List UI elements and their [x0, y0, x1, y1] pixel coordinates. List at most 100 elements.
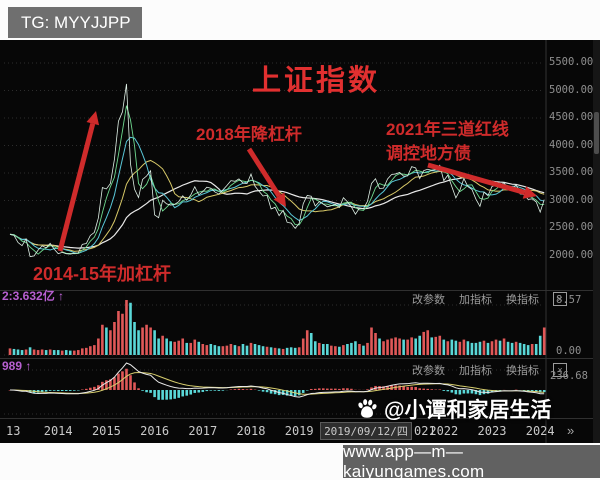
volume-bar [12, 348, 16, 355]
volume-bar [506, 341, 510, 355]
indicator-bar [430, 389, 434, 390]
indicator-bar [534, 390, 538, 392]
volume-bar [28, 347, 32, 355]
volume-bar [253, 344, 257, 355]
indicator-bar [201, 390, 205, 392]
indicator-bar [245, 389, 249, 390]
volume-toolbar: 改参数 加指标 换指标 × [412, 291, 567, 307]
volume-bar [289, 347, 293, 355]
volume-bar [330, 345, 333, 355]
indicator-bar [237, 388, 241, 390]
indicator-bar [526, 390, 530, 392]
switch-indicator-button[interactable]: 换指标 [506, 294, 539, 306]
indicator-bar [386, 385, 389, 390]
volume-bar [133, 322, 136, 355]
scrollbar[interactable] [593, 40, 600, 443]
x-axis-label: 2018 [236, 424, 266, 438]
close-icon[interactable]: × [553, 363, 567, 377]
chart-canvas[interactable] [0, 40, 600, 443]
indicator-bar [317, 388, 321, 390]
volume-axis-max: 8.57 [556, 294, 582, 306]
volume-bar [442, 339, 446, 355]
y-axis-label: 2500.00 [549, 221, 594, 233]
annotation-2021-line2: 调控地方债 [386, 144, 471, 163]
volume-bar [526, 345, 530, 355]
volume-bar [125, 300, 128, 355]
indicator-bar [56, 390, 60, 392]
volume-bar [169, 341, 172, 355]
x-axis-label: 13 [6, 424, 21, 438]
scroll-more-button[interactable]: » [567, 423, 575, 438]
indicator-bar [197, 390, 201, 393]
y-axis-label: 5500.00 [549, 56, 594, 68]
scrollbar-thumb[interactable] [594, 112, 599, 154]
annotation-2021-line1: 2021年三道红线 [386, 120, 509, 139]
indicator-bar [233, 389, 237, 390]
switch-indicator-button[interactable]: 换指标 [506, 365, 539, 377]
chart-region: 上证指数 2014-15年加杠杆 2018年降杠杆 2021年三道红线 调控地方… [0, 40, 600, 443]
volume-bar [40, 349, 44, 355]
indicator-bar [145, 390, 148, 393]
y-axis-label: 4500.00 [549, 111, 594, 123]
change-params-button[interactable]: 改参数 [412, 365, 445, 377]
indicator-bar [402, 386, 405, 390]
volume-bar [398, 338, 401, 355]
volume-bar [366, 342, 369, 355]
indicator-bar [414, 387, 417, 390]
indicator-bar [60, 390, 64, 391]
indicator-bar [241, 389, 245, 390]
volume-bar [129, 302, 132, 355]
change-params-button[interactable]: 改参数 [412, 294, 445, 306]
volume-bar [225, 345, 229, 355]
indicator-bar [490, 390, 494, 393]
volume-bar [105, 327, 108, 355]
indicator-bar [185, 390, 189, 396]
volume-bar [189, 342, 193, 355]
indicator-bar [72, 390, 76, 391]
volume-bar [32, 349, 36, 355]
volume-bar [93, 345, 96, 355]
add-indicator-button[interactable]: 加指标 [459, 294, 492, 306]
indicator-bar [157, 390, 160, 400]
annotation-arrow [57, 122, 96, 252]
tg-badge: TG: MYYJJPP [8, 7, 142, 38]
volume-bar [378, 338, 381, 355]
close-icon[interactable]: × [553, 292, 567, 306]
volume-bar [438, 335, 442, 355]
indicator-bar [426, 388, 430, 390]
volume-bar [229, 344, 233, 355]
x-axis-label: 2017 [188, 424, 218, 438]
indicator-bar [85, 388, 88, 390]
volume-bar [297, 347, 301, 355]
indicator-bar [474, 390, 478, 395]
add-indicator-button[interactable]: 加指标 [459, 365, 492, 377]
indicator-bar [125, 368, 128, 390]
indicator-bar [40, 390, 44, 393]
volume-bar [137, 330, 140, 355]
site-url[interactable]: www.app—m—kaiyungames.com [343, 442, 600, 480]
volume-bar [434, 336, 438, 355]
indicator-bar [281, 390, 285, 395]
indicator-bar [370, 387, 373, 390]
indicator-bar [326, 388, 329, 390]
y-axis-label: 4000.00 [549, 138, 594, 151]
volume-bar [410, 337, 413, 355]
indicator-bar [249, 388, 253, 390]
volume-bar [486, 342, 490, 355]
annotation-arrow [246, 147, 282, 198]
volume-bar [72, 350, 76, 355]
volume-label: 2:3.632亿 ↑ [2, 287, 64, 304]
volume-bar [165, 338, 168, 355]
volume-bar [466, 341, 470, 355]
indicator-bar [261, 390, 265, 392]
volume-bar [414, 338, 417, 355]
indicator-value: 989 [2, 359, 23, 373]
indicator-bar [313, 388, 317, 390]
indicator-bar [486, 390, 490, 394]
volume-bar [322, 344, 325, 355]
volume-bar [161, 335, 164, 355]
volume-bar [478, 341, 482, 355]
tg-label: TG: MYYJJPP [21, 12, 131, 32]
volume-bar [386, 339, 389, 355]
